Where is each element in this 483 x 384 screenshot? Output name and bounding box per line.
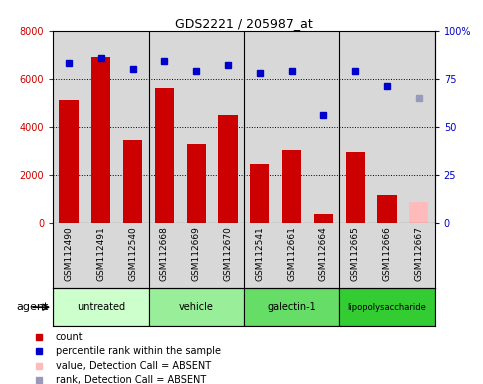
Text: galectin-1: galectin-1 [267,302,316,312]
Text: GSM112491: GSM112491 [96,226,105,281]
Bar [155,88,174,223]
Bar [218,115,238,223]
Text: value, Detection Call = ABSENT: value, Detection Call = ABSENT [56,361,211,371]
Bar [409,202,428,223]
Title: GDS2221 / 205987_at: GDS2221 / 205987_at [175,17,313,30]
Text: lipopolysaccharide: lipopolysaccharide [348,303,426,312]
Text: GSM112667: GSM112667 [414,226,423,281]
Bar [314,214,333,223]
Bar [282,149,301,223]
Bar [123,140,142,223]
Text: GSM112668: GSM112668 [160,226,169,281]
Text: percentile rank within the sample: percentile rank within the sample [56,346,221,356]
Text: GSM112666: GSM112666 [383,226,392,281]
Text: count: count [56,332,83,342]
Text: GSM112540: GSM112540 [128,226,137,281]
Bar [149,288,244,326]
Text: GSM112669: GSM112669 [192,226,201,281]
Text: GSM112490: GSM112490 [65,226,73,281]
Bar [244,288,339,326]
Bar [59,100,79,223]
Bar [378,195,397,223]
Text: GSM112665: GSM112665 [351,226,360,281]
Bar [250,164,270,223]
Text: GSM112541: GSM112541 [256,226,264,281]
Bar [346,152,365,223]
Text: GSM112670: GSM112670 [224,226,232,281]
Bar [339,288,435,326]
Text: GSM112664: GSM112664 [319,226,328,281]
Bar [187,144,206,223]
Text: rank, Detection Call = ABSENT: rank, Detection Call = ABSENT [56,375,206,384]
Text: vehicle: vehicle [179,302,213,312]
Bar [53,288,149,326]
Text: untreated: untreated [77,302,125,312]
Bar [91,57,111,223]
Text: GSM112661: GSM112661 [287,226,296,281]
Text: agent: agent [16,302,48,312]
